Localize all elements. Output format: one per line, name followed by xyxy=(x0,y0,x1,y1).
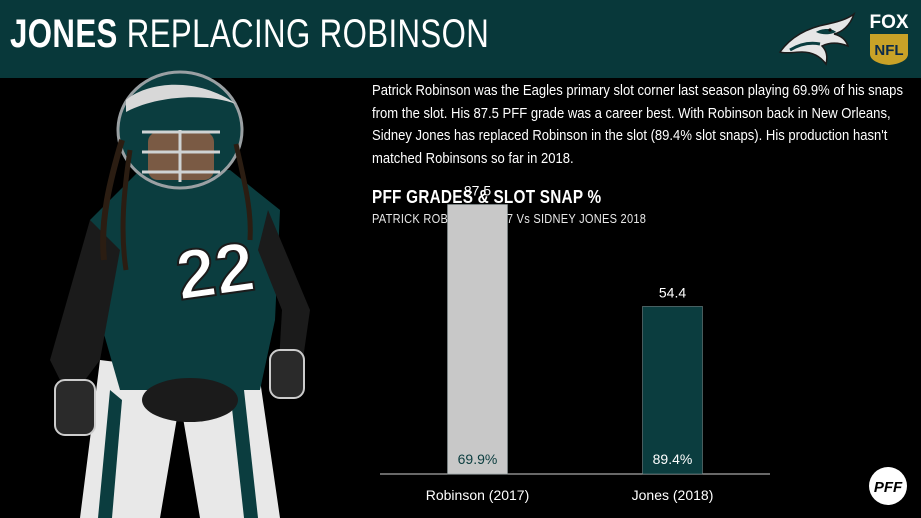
page-title: JONES REPLACING ROBINSON xyxy=(10,14,489,54)
eagles-logo-icon xyxy=(778,11,856,66)
svg-text:FOX: FOX xyxy=(869,12,908,33)
svg-text:NFL: NFL xyxy=(874,42,903,59)
chart-subtitle: PATRICK ROBINSON 2017 Vs SIDNEY JONES 20… xyxy=(372,211,647,226)
bar-value-label-2: 54.4 xyxy=(659,284,686,300)
slot-snap-label-1: 69.9% xyxy=(458,451,498,467)
bar-value-label-1: 87.5 xyxy=(464,183,491,199)
chart-title: PFF GRADES & SLOT SNAP % xyxy=(372,187,602,207)
bar-1 xyxy=(447,204,508,475)
title-rest: REPLACING ROBINSON xyxy=(126,12,490,56)
svg-text:PFF: PFF xyxy=(874,479,903,496)
svg-text:22: 22 xyxy=(171,227,259,315)
pff-logo-icon: PFF xyxy=(869,467,907,505)
header-bar: JONES REPLACING ROBINSON FOX NFL xyxy=(0,0,921,78)
fox-nfl-logo-icon: FOX NFL xyxy=(869,12,909,65)
category-label-1: Robinson (2017) xyxy=(426,487,530,503)
bar-2 xyxy=(642,306,703,475)
description-text: Patrick Robinson was the Eagles primary … xyxy=(372,83,903,167)
slot-snap-label-2: 89.4% xyxy=(653,451,693,467)
title-bold: JONES xyxy=(10,12,118,56)
category-label-2: Jones (2018) xyxy=(632,487,714,503)
player-photo: 22 xyxy=(50,70,310,518)
